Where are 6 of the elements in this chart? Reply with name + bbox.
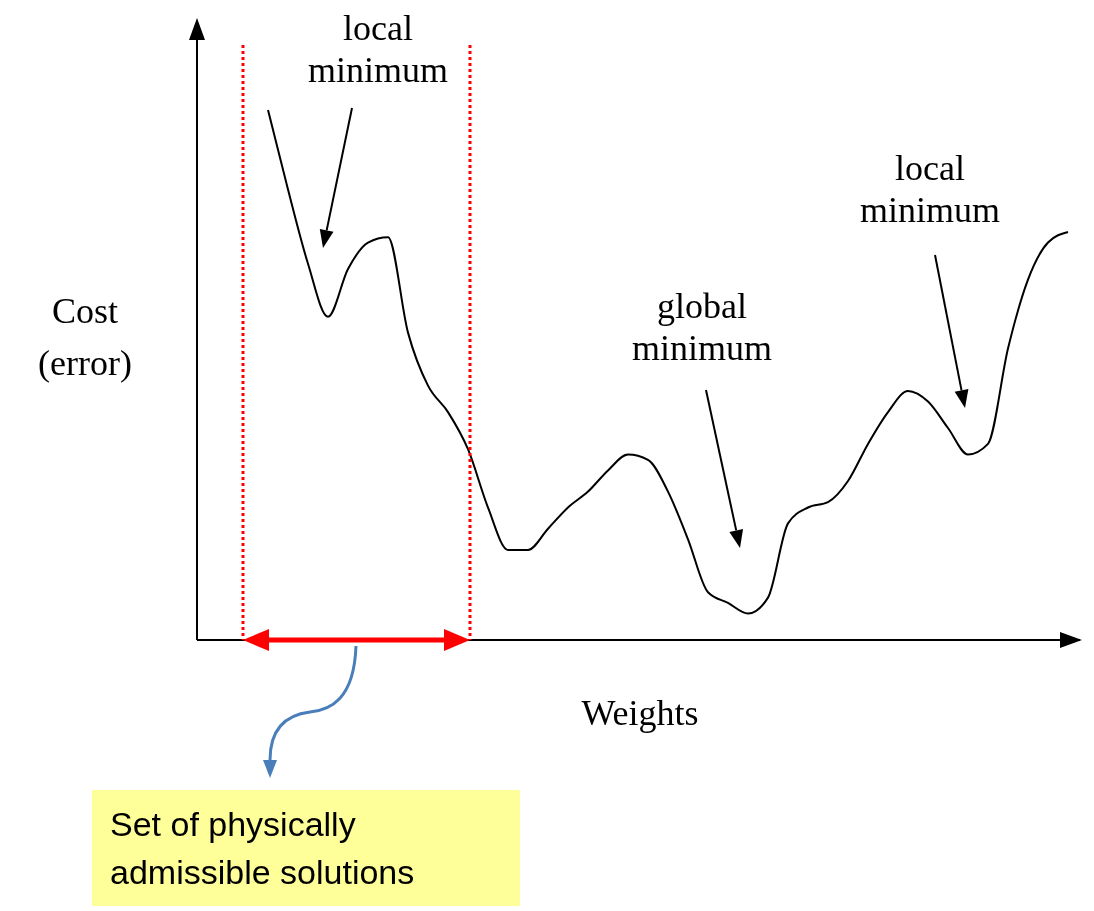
annotation: global minimum: [631, 286, 773, 368]
text: Set of physically admissible solutions: [110, 804, 416, 893]
annotation: local minimum: [859, 148, 1001, 230]
x-axis-title: Weights: [580, 692, 700, 734]
y-axis-title: Cost (error): [37, 290, 133, 385]
text: local minimum: [307, 8, 449, 90]
